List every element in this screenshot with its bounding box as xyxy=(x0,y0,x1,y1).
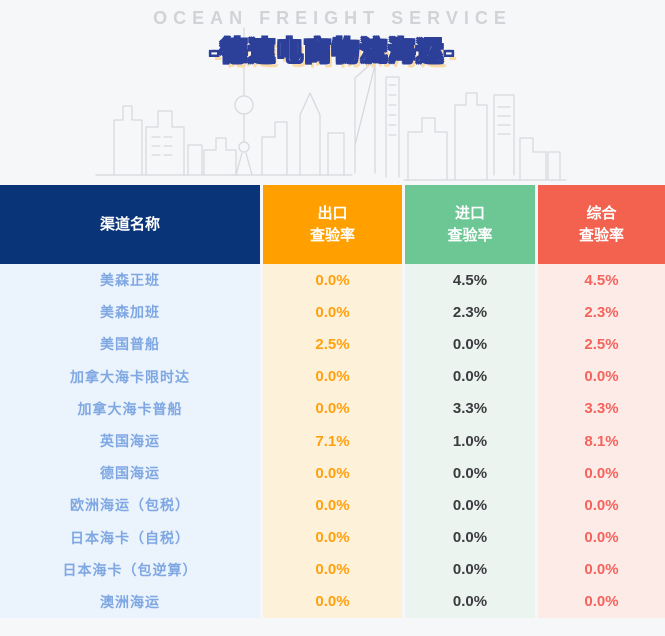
column-header-overall-line2: 查验率 xyxy=(578,227,624,244)
channel-name-cell: 澳洲海运 xyxy=(0,585,260,619)
export-rate-cell: 0.0% xyxy=(263,489,402,522)
import-rate-cell: 4.5% xyxy=(405,264,535,297)
overall-rate-cell: 0.0% xyxy=(538,360,665,393)
import-rate-cell: 3.3% xyxy=(405,392,535,425)
overall-rate-cell: 3.3% xyxy=(538,392,665,425)
column-header-export: 出口 查验率 xyxy=(263,185,402,264)
import-rate-cell: 0.0% xyxy=(405,521,535,554)
channel-name-cell: 美国普船 xyxy=(0,328,260,361)
channel-name-cell: 欧洲海运（包税） xyxy=(0,489,260,522)
channel-name-cell: 日本海卡（自税） xyxy=(0,521,260,554)
hero-header: OCEAN FREIGHT SERVICE -德速电商物流海运- xyxy=(0,0,665,185)
overall-rate-cell: 0.0% xyxy=(538,457,665,490)
channel-name-cell: 英国海运 xyxy=(0,424,260,458)
overall-rate-cell: 2.5% xyxy=(538,328,665,361)
column-header-overall-line1: 综合 xyxy=(586,205,617,222)
channel-name-cell: 日本海卡（包逆算） xyxy=(0,553,260,586)
channel-name-cell: 美森加班 xyxy=(0,296,260,329)
export-rate-cell: 0.0% xyxy=(263,264,402,297)
overall-rate-cell: 0.0% xyxy=(538,489,665,522)
export-rate-cell: 0.0% xyxy=(263,296,402,329)
overall-rate-cell: 0.0% xyxy=(538,585,665,619)
overall-rate-cell: 0.0% xyxy=(538,553,665,586)
overall-rate-cell: 4.5% xyxy=(538,264,665,297)
import-rate-cell: 0.0% xyxy=(405,585,535,619)
import-rate-cell: 0.0% xyxy=(405,360,535,393)
export-rate-cell: 0.0% xyxy=(263,360,402,393)
column-header-export-line1: 出口 xyxy=(317,205,348,222)
column-header-import-line2: 查验率 xyxy=(447,227,493,244)
import-rate-cell: 0.0% xyxy=(405,489,535,522)
channel-name-cell: 德国海运 xyxy=(0,457,260,490)
import-rate-cell: 0.0% xyxy=(405,328,535,361)
channel-name-cell: 加拿大海卡普船 xyxy=(0,392,260,425)
column-header-overall: 综合 查验率 xyxy=(538,185,665,264)
export-rate-cell: 7.1% xyxy=(263,424,402,458)
export-rate-cell: 0.0% xyxy=(263,553,402,586)
inspection-rate-table: 渠道名称 出口 查验率 进口 查验率 综合 查验率 美森正班 0.0% 4.5%… xyxy=(0,185,665,619)
column-header-export-line2: 查验率 xyxy=(309,227,355,244)
channel-name-cell: 美森正班 xyxy=(0,264,260,297)
column-header-channel: 渠道名称 xyxy=(0,185,260,264)
export-rate-cell: 0.0% xyxy=(263,392,402,425)
channel-name-cell: 加拿大海卡限时达 xyxy=(0,360,260,393)
import-rate-cell: 1.0% xyxy=(405,424,535,458)
export-rate-cell: 2.5% xyxy=(263,328,402,361)
column-header-import-line1: 进口 xyxy=(454,205,485,222)
column-header-import: 进口 查验率 xyxy=(405,185,535,264)
overall-rate-cell: 8.1% xyxy=(538,424,665,458)
import-rate-cell: 2.3% xyxy=(405,296,535,329)
overall-rate-cell: 0.0% xyxy=(538,521,665,554)
overall-rate-cell: 2.3% xyxy=(538,296,665,329)
export-rate-cell: 0.0% xyxy=(263,585,402,619)
import-rate-cell: 0.0% xyxy=(405,457,535,490)
eyebrow-text: OCEAN FREIGHT SERVICE xyxy=(153,8,512,28)
export-rate-cell: 0.0% xyxy=(263,521,402,554)
export-rate-cell: 0.0% xyxy=(263,457,402,490)
column-header-channel-label: 渠道名称 xyxy=(99,216,160,233)
import-rate-cell: 0.0% xyxy=(405,553,535,586)
page-title: -德速电商物流海运- xyxy=(209,36,456,67)
